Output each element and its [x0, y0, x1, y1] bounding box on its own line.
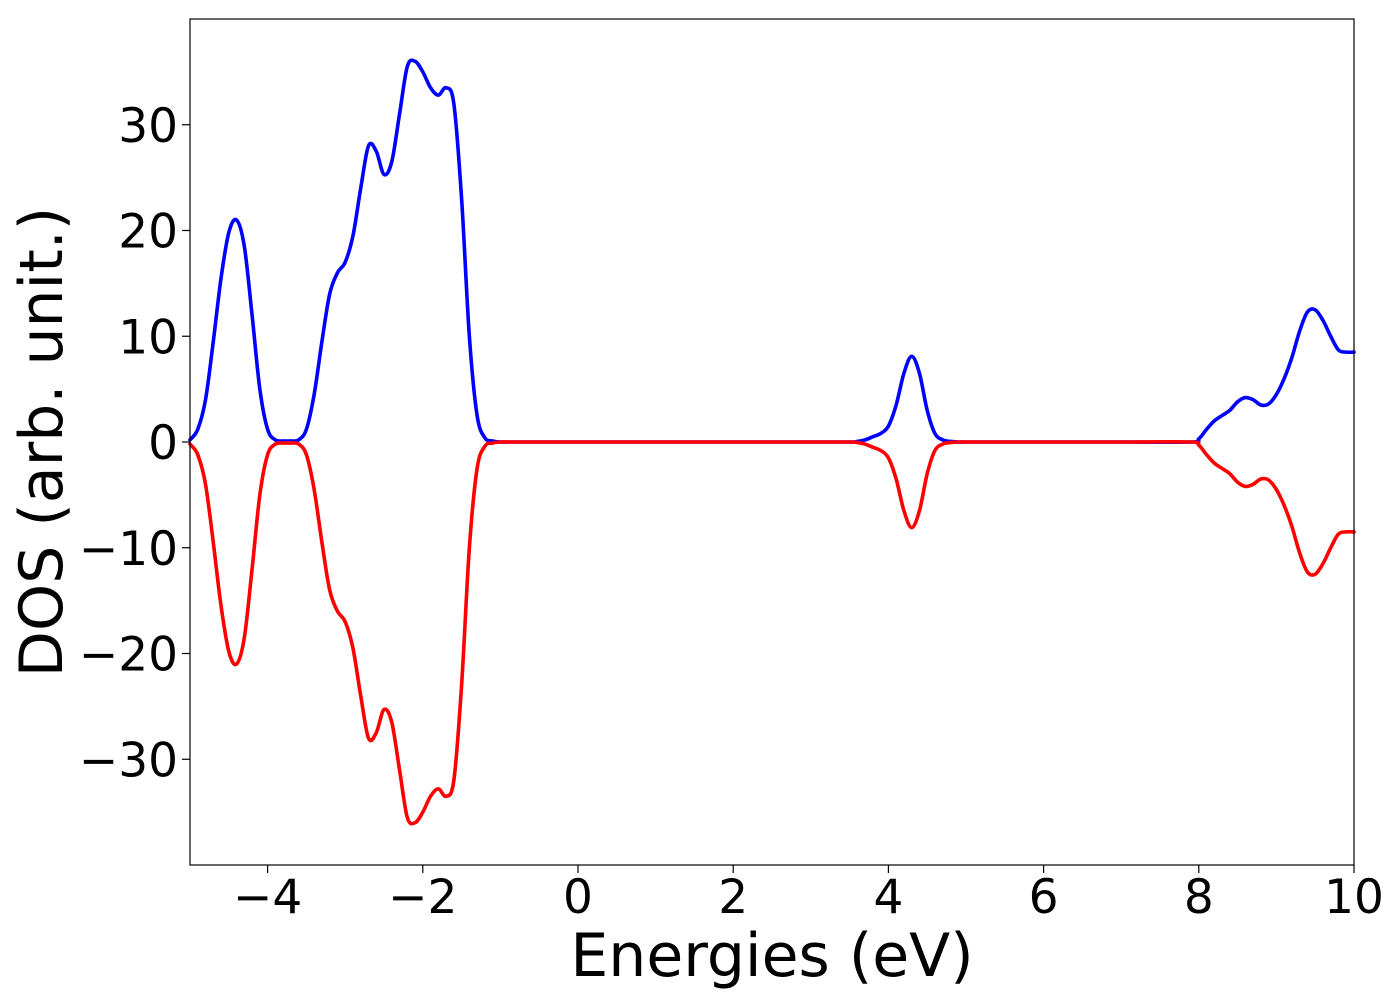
y-tick-label: −20 [79, 628, 178, 683]
x-axis-title: Energies (eV) [570, 921, 973, 991]
x-tick-label: 4 [873, 870, 903, 925]
x-tick-label: 0 [563, 870, 593, 925]
y-tick-label: −10 [79, 522, 178, 577]
y-tick-label: −30 [79, 733, 178, 788]
series-layer [188, 58, 1356, 826]
y-tick-label: 20 [118, 205, 178, 260]
y-axis-title: DOS (arb. unit.) [7, 207, 77, 677]
series-line-2 [188, 439, 1356, 826]
y-tick-label: 0 [148, 416, 178, 471]
x-tick-label: 2 [718, 870, 748, 925]
x-tick-label: 8 [1184, 870, 1214, 925]
x-tick-label: 6 [1029, 870, 1059, 925]
x-tick-label: −2 [388, 870, 457, 925]
x-tick-label: −4 [233, 870, 302, 925]
x-tick-label: 10 [1324, 870, 1384, 925]
series-line-1 [188, 58, 1356, 445]
plot-frame [189, 18, 1355, 866]
y-tick-label: 10 [118, 310, 178, 365]
y-tick-label: 30 [118, 99, 178, 154]
